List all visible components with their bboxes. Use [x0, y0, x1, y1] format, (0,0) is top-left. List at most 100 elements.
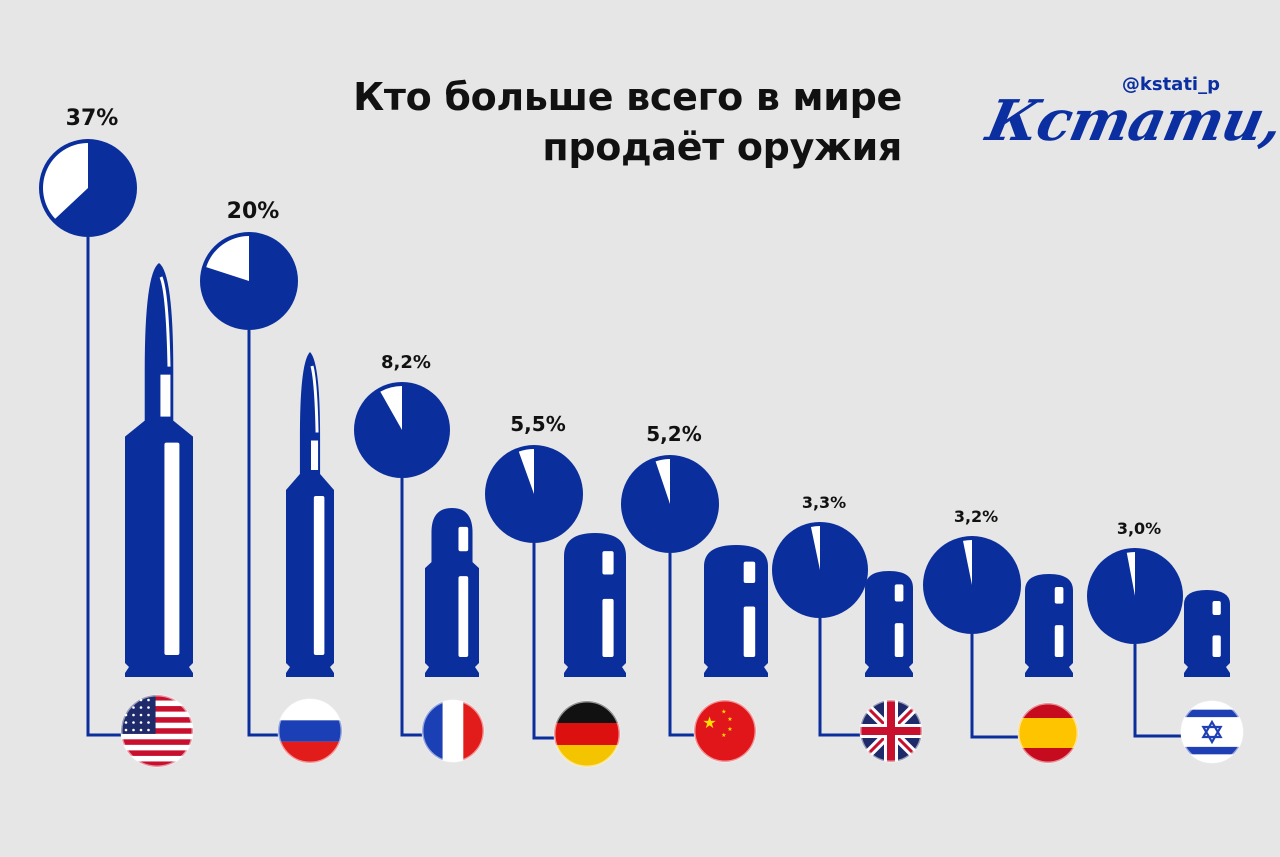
flag-star	[139, 728, 143, 732]
bullet-highlight	[602, 598, 614, 657]
bullet-highlight	[1212, 600, 1221, 616]
pie-6	[772, 522, 868, 618]
flag-star	[124, 721, 128, 724]
flag-stripe	[121, 733, 193, 740]
pie-5	[621, 455, 719, 553]
flag-star	[124, 728, 128, 732]
flag-star: ★	[727, 716, 732, 723]
flag-stripe	[121, 717, 193, 724]
bullet-casing	[1184, 590, 1230, 677]
flag-gloss	[1180, 700, 1244, 764]
bullet-casing	[564, 533, 626, 677]
bullet-highlight	[160, 374, 171, 417]
bullet-highlight	[894, 584, 904, 602]
bullet-highlight	[743, 606, 756, 657]
flag-stripe	[860, 727, 922, 735]
flag-face	[121, 695, 193, 767]
flag-star	[139, 706, 143, 709]
germany-flag-icon	[553, 700, 621, 768]
bullet-tip-highlight	[310, 365, 319, 433]
bullet-6	[865, 571, 913, 677]
flag-gloss	[553, 700, 621, 768]
france-flag-icon	[421, 699, 485, 763]
bullet-highlight	[313, 496, 325, 655]
bullet-highlight	[743, 561, 756, 584]
flag-star	[147, 713, 150, 717]
connector-line	[668, 553, 694, 737]
bullet-4	[564, 533, 626, 677]
bullet-1	[125, 263, 193, 677]
flag-stripe	[121, 700, 193, 707]
pie-slice	[810, 526, 820, 570]
flag-stripe	[121, 722, 193, 729]
value-label: 37%	[66, 106, 119, 131]
spain-flag-icon	[1017, 702, 1079, 764]
value-label: 3,0%	[1117, 519, 1161, 538]
bullet-highlight	[602, 551, 614, 575]
flag-stripe	[121, 761, 193, 767]
flag-stripe	[121, 739, 193, 746]
flag-star: ★	[721, 709, 726, 716]
flag-stripe	[121, 755, 193, 762]
title-line-2: продаёт оружия	[542, 125, 902, 169]
pie-7	[923, 536, 1021, 634]
flag-star	[147, 728, 150, 732]
bullet-highlight	[164, 442, 180, 655]
flag-star	[132, 728, 135, 732]
flag-stripe	[1181, 746, 1243, 755]
flag-stripe	[1181, 709, 1243, 718]
value-label: 5,5%	[510, 412, 565, 436]
bullet-highlight	[1054, 586, 1064, 604]
flag-star	[1201, 719, 1223, 739]
pie-4	[485, 445, 583, 543]
russia-flag-icon	[277, 698, 343, 764]
connector-line	[970, 634, 1018, 739]
bullet-2	[286, 352, 334, 677]
pie-3	[354, 382, 450, 478]
flag-star	[132, 721, 135, 724]
flag-star	[132, 698, 135, 702]
flag-stripe	[694, 700, 756, 762]
title-line-1: Кто больше всего в мире	[353, 75, 902, 119]
flag-star	[132, 713, 135, 717]
flag-face	[1181, 701, 1243, 763]
bullet-highlight	[1054, 625, 1064, 657]
connector-line	[86, 237, 121, 737]
value-label: 8,2%	[381, 352, 431, 373]
flag-star: ★	[727, 726, 732, 733]
bullet-highlight	[894, 623, 904, 657]
flag-gloss	[1017, 702, 1079, 764]
bullet-casing	[125, 263, 193, 677]
connector-line	[400, 478, 422, 737]
pie-slice	[43, 143, 88, 219]
value-label: 20%	[227, 199, 280, 224]
bullet-casing	[1025, 574, 1073, 677]
flag-stripe	[121, 750, 193, 757]
pie-slice	[206, 236, 249, 281]
page-title: Кто больше всего в мире продаёт оружия	[300, 72, 902, 172]
pie-slice	[655, 459, 670, 504]
bullet-casing	[286, 352, 334, 677]
flag-star	[124, 706, 128, 709]
flag-stripe	[278, 720, 342, 742]
bullet-8	[1184, 590, 1230, 677]
bullet-casing	[704, 545, 768, 677]
flag-star	[1201, 725, 1223, 745]
connector-line	[1133, 644, 1181, 738]
china-flag-icon: ★★★★★	[693, 699, 757, 763]
pie-slice	[380, 386, 402, 430]
bullet-highlight	[311, 440, 319, 470]
flag-stripe	[121, 744, 193, 751]
value-label: 3,3%	[802, 493, 846, 512]
flag-gloss	[277, 698, 343, 764]
bullet-highlight	[458, 576, 469, 657]
pie-slice	[1126, 552, 1135, 596]
pie-1	[39, 139, 137, 237]
bullet-casing	[425, 508, 479, 677]
flag-gloss	[859, 699, 923, 763]
flag-star: ★	[702, 713, 716, 732]
connector-line	[247, 330, 278, 737]
bullet-tip-highlight	[159, 276, 171, 367]
value-label: 3,2%	[954, 507, 998, 526]
bullet-3	[425, 508, 479, 677]
